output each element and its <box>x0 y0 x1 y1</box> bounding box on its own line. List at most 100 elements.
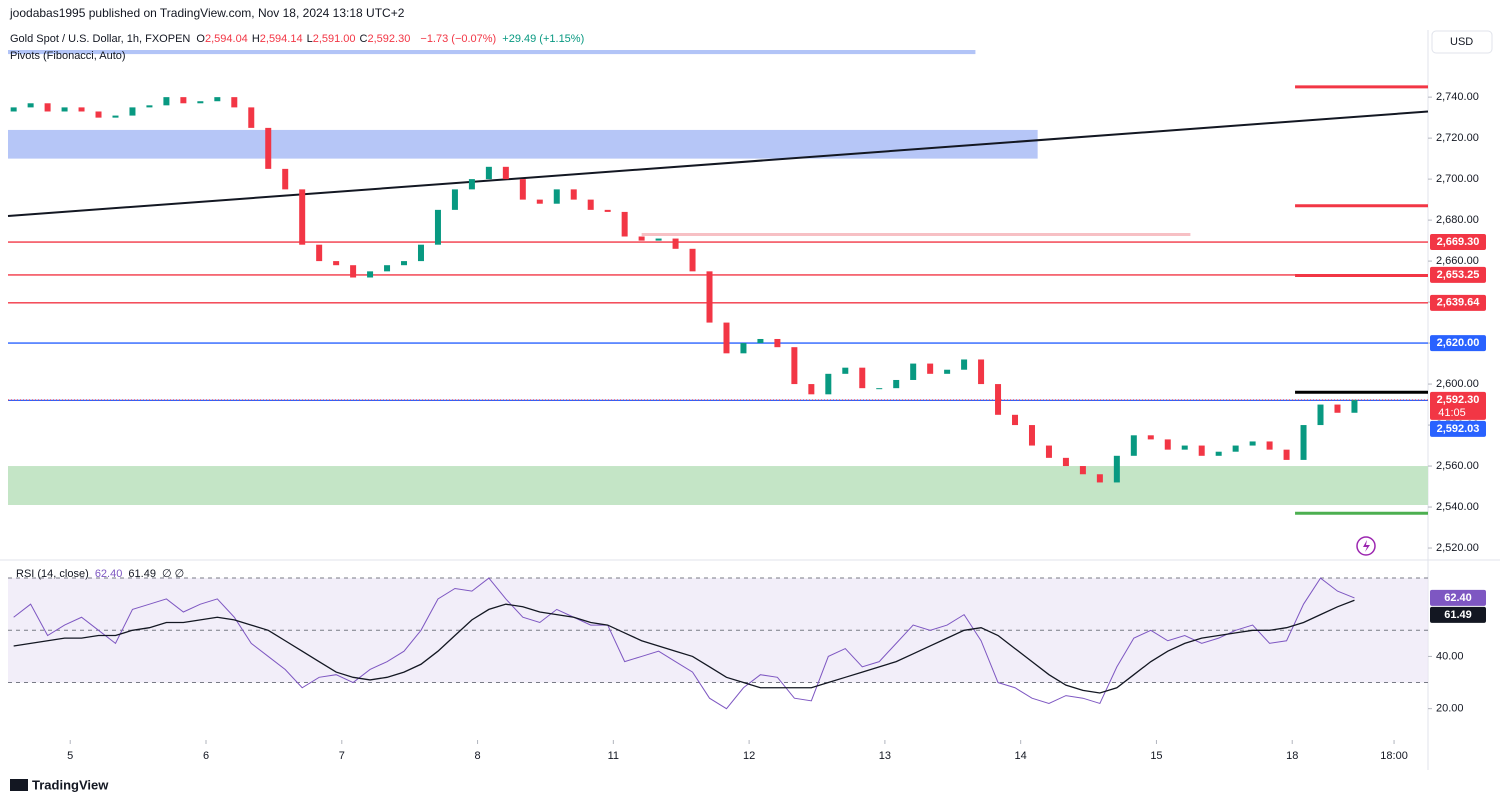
candle <box>197 101 204 104</box>
candle <box>1300 425 1307 460</box>
candle <box>1096 474 1103 483</box>
candle <box>129 107 136 116</box>
candle <box>401 261 408 266</box>
candle <box>468 179 475 190</box>
logo-mark <box>10 779 28 791</box>
candle <box>451 189 458 210</box>
ohlc-value: 2,591.00 <box>312 33 356 45</box>
candle <box>1249 441 1256 446</box>
candle <box>876 388 883 390</box>
currency-button[interactable] <box>1431 30 1493 54</box>
candle <box>689 248 696 272</box>
price-badge-label: 2,592.03 <box>1437 423 1480 435</box>
candle <box>248 107 255 128</box>
countdown: 41:05 <box>1438 407 1466 419</box>
candle <box>1334 404 1341 413</box>
rsi-value: 62.40 <box>94 568 123 580</box>
ohlc-value: 2,594.04 <box>204 33 248 45</box>
price-badge-label: 61.49 <box>1444 609 1472 621</box>
candle <box>27 103 34 108</box>
candle <box>1266 441 1273 450</box>
x-tick-label: 12 <box>743 750 755 762</box>
rsi-line <box>13 577 1355 710</box>
candle <box>1028 425 1035 446</box>
ohlc-value: 2,592.30 <box>367 33 411 45</box>
price-badge <box>1430 234 1486 251</box>
x-tick-label: 7 <box>339 750 345 762</box>
ohlc-key: L <box>306 33 313 45</box>
candle <box>1113 455 1120 483</box>
price-badge-label: 2,592.30 <box>1437 394 1480 406</box>
ohlc-key: C <box>359 33 368 45</box>
ohlc-value: 2,594.14 <box>259 33 303 45</box>
y-tick-label: 40.00 <box>1436 650 1464 662</box>
candle <box>367 271 374 278</box>
price-badge <box>1430 391 1486 420</box>
rsi-legend: RSI (14, close) 62.40 61.49 ∅ ∅ <box>16 567 187 580</box>
candle <box>1164 439 1171 450</box>
candle <box>163 97 170 106</box>
candle <box>44 103 51 112</box>
candle <box>519 179 526 200</box>
x-tick-label: 15 <box>1150 750 1162 762</box>
price-badge <box>1430 420 1486 437</box>
candle <box>757 338 764 344</box>
y-tick-label: 2,520.00 <box>1436 542 1479 554</box>
candle <box>214 97 221 102</box>
candle <box>350 265 357 278</box>
indicator: Pivots (Fibonacci, Auto) <box>10 50 126 62</box>
y-tick-label: 2,540.00 <box>1436 501 1479 513</box>
zone <box>8 466 1428 505</box>
price-badge-label: 2,620.00 <box>1437 337 1480 349</box>
change: −1.73 (−0.07%) <box>420 33 497 45</box>
zone <box>8 50 976 55</box>
legend: Gold Spot / U.S. Dollar, 1h, FXOPEN O2,5… <box>10 33 587 45</box>
candle <box>774 338 781 348</box>
candle <box>61 107 68 112</box>
candle <box>1198 445 1205 456</box>
candle <box>672 238 679 249</box>
candle <box>384 265 391 272</box>
candle <box>604 209 611 212</box>
candle <box>10 107 17 112</box>
rsi-ma-value: 61.49 <box>128 568 156 580</box>
candle <box>231 97 238 108</box>
candle <box>893 379 900 389</box>
candle <box>1147 435 1154 440</box>
candle <box>1062 457 1069 467</box>
candle <box>978 359 985 385</box>
candle <box>842 367 849 374</box>
x-tick-label: 14 <box>1015 750 1027 762</box>
y-tick-label: 2,740.00 <box>1436 91 1479 103</box>
candle <box>927 363 934 374</box>
candle <box>553 189 560 204</box>
rsi-extra: ∅ ∅ <box>162 568 185 580</box>
candle <box>95 111 102 118</box>
candle <box>638 236 645 241</box>
price-badge-label: 2,653.25 <box>1437 269 1480 281</box>
candle <box>112 115 119 118</box>
candle <box>706 271 713 323</box>
candle <box>1079 466 1086 475</box>
candle <box>587 199 594 210</box>
y-tick-label: 2,560.00 <box>1436 460 1479 472</box>
footer-logo: TradingView <box>32 777 109 792</box>
candle <box>944 369 951 374</box>
candle <box>1317 404 1324 426</box>
currency[interactable]: USD <box>1450 36 1473 48</box>
candle <box>1351 399 1358 413</box>
y-tick-label: 2,660.00 <box>1436 255 1479 267</box>
flash-icon[interactable] <box>1356 536 1376 556</box>
candle <box>299 189 306 245</box>
candle <box>180 97 187 104</box>
rsi-line <box>13 599 1355 694</box>
flash-icon-bolt <box>1363 540 1370 552</box>
candle <box>1215 451 1222 456</box>
price-badge <box>1430 266 1486 283</box>
zone <box>8 129 1038 159</box>
x-tick-label: 5 <box>67 750 73 762</box>
candle <box>859 367 866 389</box>
candle <box>316 244 323 262</box>
